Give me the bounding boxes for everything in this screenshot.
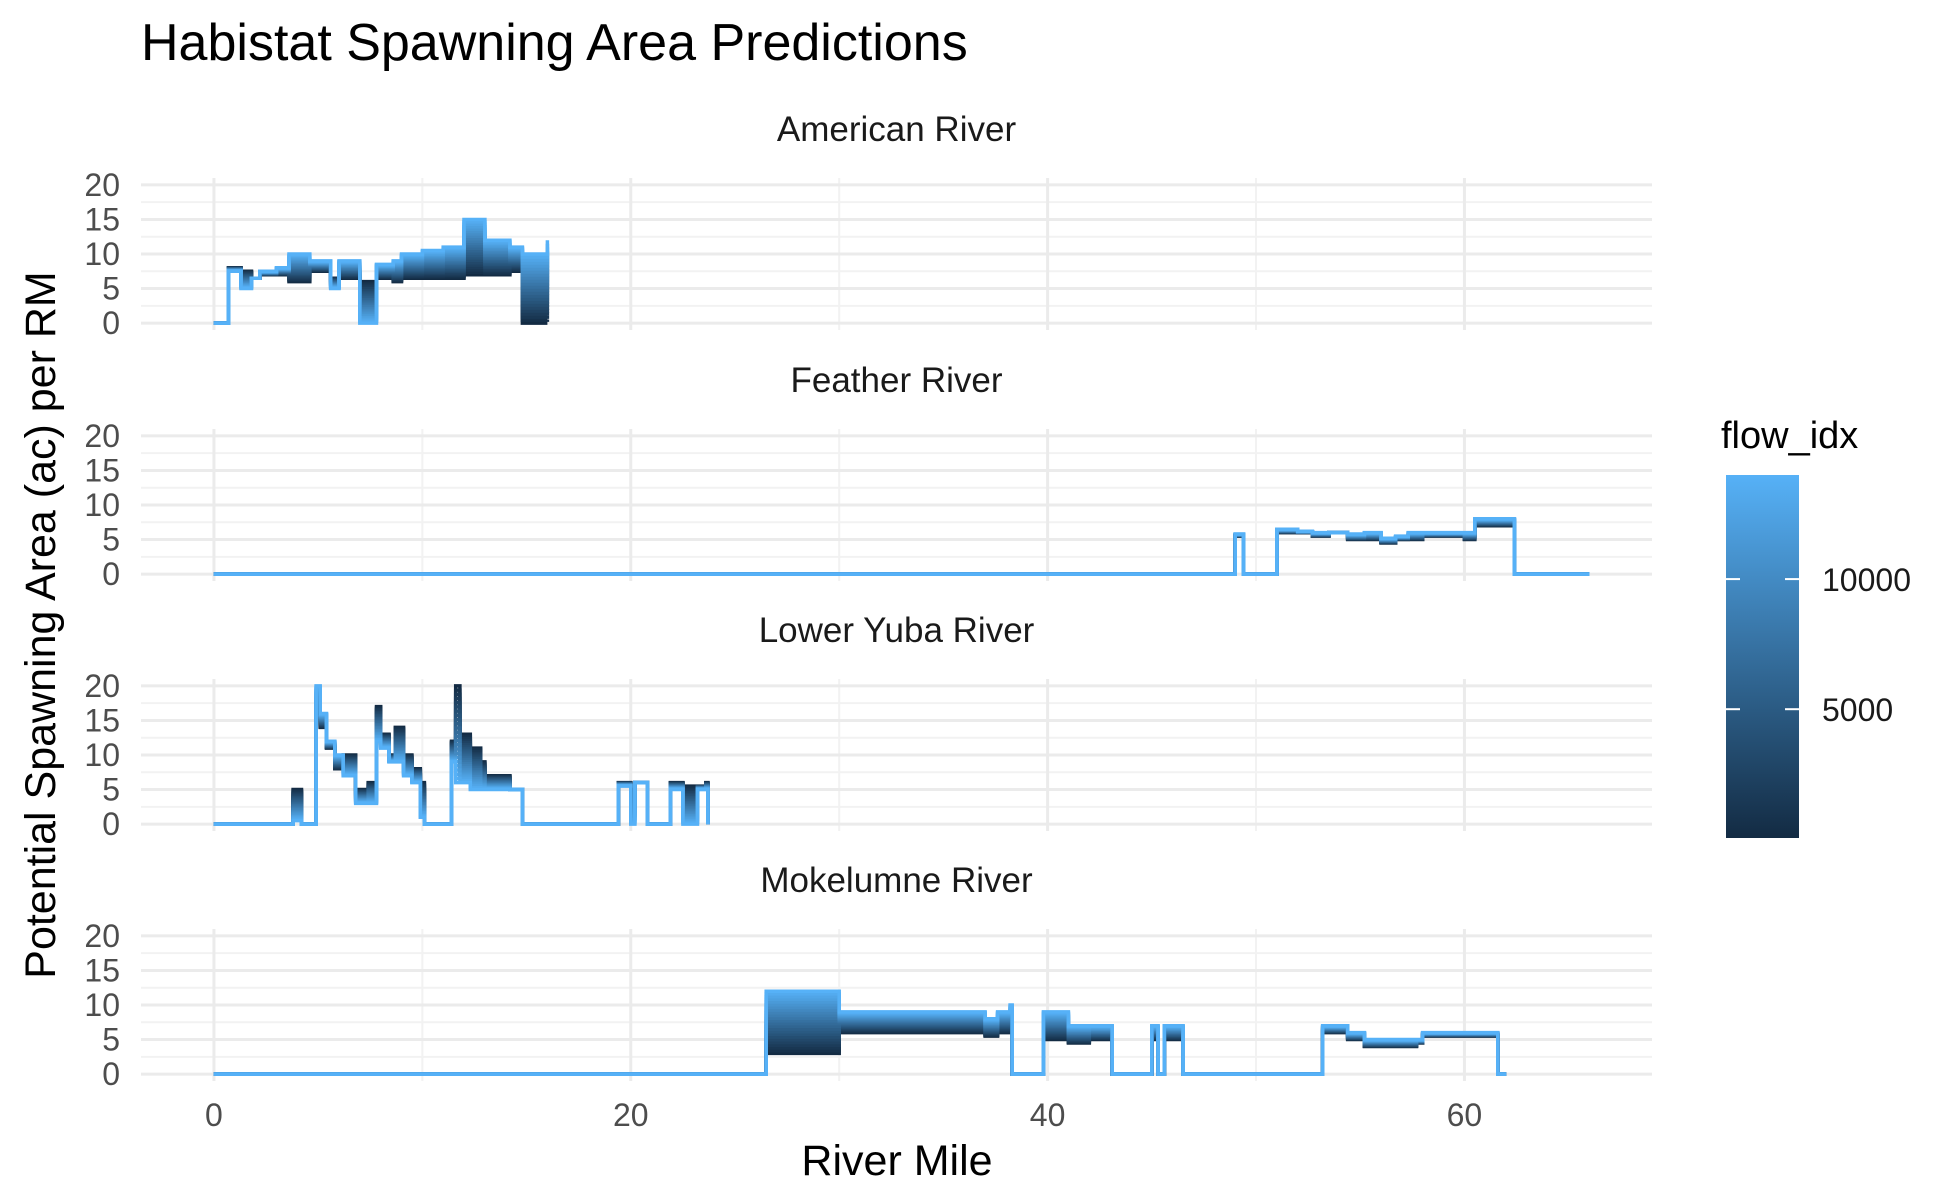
series-line-flow	[213, 518, 1590, 576]
series-line-flow	[213, 518, 1590, 576]
x-tick-label: 60	[1447, 1097, 1483, 1133]
series-line-flow	[213, 517, 1590, 576]
y-tick-label: 20	[84, 918, 120, 954]
series-line-flow	[213, 520, 1590, 576]
y-tick-label: 15	[84, 702, 120, 738]
y-tick-label: 5	[102, 1022, 120, 1058]
series-line-flow	[213, 520, 1590, 576]
legend-title: flow_idx	[1721, 415, 1858, 457]
y-tick-label: 0	[102, 806, 120, 842]
series-line-flow	[213, 523, 1590, 576]
series-line-flow	[213, 517, 1590, 576]
series-line-flow	[213, 246, 550, 325]
y-tick-label: 15	[84, 452, 120, 488]
series-line-flow	[213, 684, 710, 826]
legend-tick-label: 5000	[1822, 692, 1893, 728]
y-tick-label: 10	[84, 737, 120, 773]
series-line-flow	[213, 522, 1590, 576]
series-line-flow	[213, 217, 550, 325]
series-line-flow	[213, 989, 1507, 1076]
series-line-flow	[213, 517, 1590, 576]
y-tick-label: 15	[84, 952, 120, 988]
series-line-flow	[213, 1027, 1507, 1076]
series-line-flow	[213, 1008, 1507, 1076]
y-tick-label: 10	[84, 487, 120, 523]
x-tick-label: 20	[613, 1097, 649, 1133]
legend-tick-label: 10000	[1822, 562, 1911, 598]
x-axis-label: River Mile	[801, 1137, 992, 1185]
y-tick-label: 15	[84, 201, 120, 237]
y-tick-label: 0	[102, 1056, 120, 1092]
series-line-flow	[213, 522, 1590, 576]
series-line-flow	[213, 518, 1590, 576]
legend-colorbar	[1726, 475, 1799, 838]
series-line-flow	[213, 1029, 1507, 1076]
x-tick-label: 0	[205, 1097, 223, 1133]
y-tick-label: 5	[102, 522, 120, 558]
panel-strip-label: Lower Yuba River	[759, 611, 1035, 650]
y-tick-label: 20	[84, 668, 120, 704]
series-line-flow	[213, 244, 550, 325]
series-line-flow	[213, 523, 1590, 576]
series-line-flow	[213, 520, 1590, 576]
series-line-flow	[213, 523, 1590, 576]
legend: flow_idx 5000 10000	[1721, 415, 1911, 838]
series-line-flow	[213, 521, 1590, 576]
y-tick-label: 0	[102, 556, 120, 592]
series-line-flow	[213, 994, 1507, 1076]
series-line-flow	[213, 519, 1590, 576]
y-tick-label: 10	[84, 987, 120, 1023]
series-line-flow	[213, 519, 1590, 576]
series-line-flow	[213, 517, 1590, 576]
series-line-flow	[213, 521, 1590, 576]
chart-title: Habistat Spawning Area Predictions	[141, 14, 968, 72]
y-tick-label: 5	[102, 271, 120, 307]
series-line-flow	[213, 1028, 1507, 1076]
y-tick-label: 20	[84, 167, 120, 203]
panel-strip-label: Mokelumne River	[760, 861, 1033, 900]
y-tick-label: 10	[84, 236, 120, 272]
panel-strip-label: Feather River	[790, 361, 1002, 400]
series-line-flow	[213, 520, 1590, 576]
y-tick-label: 0	[102, 305, 120, 341]
x-tick-label: 40	[1030, 1097, 1066, 1133]
y-tick-label: 5	[102, 772, 120, 808]
series-line-flow	[213, 522, 1590, 576]
y-axis-label: Potential Spawning Area (ac) per RM	[17, 271, 65, 978]
panel-strip-label: American River	[777, 110, 1017, 149]
series-line-flow	[213, 521, 1590, 576]
y-tick-label: 20	[84, 418, 120, 454]
series-line-flow	[213, 1026, 1507, 1076]
series-line-flow	[213, 523, 1590, 576]
series-line-flow	[213, 519, 1590, 576]
legend-ticks: 5000 10000	[1726, 562, 1911, 728]
